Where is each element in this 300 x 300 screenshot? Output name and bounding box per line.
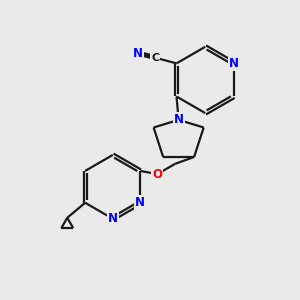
Text: O: O	[152, 168, 162, 181]
Text: N: N	[174, 113, 184, 126]
Text: N: N	[108, 212, 118, 225]
Text: N: N	[133, 46, 143, 60]
Text: N: N	[229, 57, 239, 70]
Text: N: N	[135, 196, 145, 209]
Text: C: C	[151, 53, 159, 63]
